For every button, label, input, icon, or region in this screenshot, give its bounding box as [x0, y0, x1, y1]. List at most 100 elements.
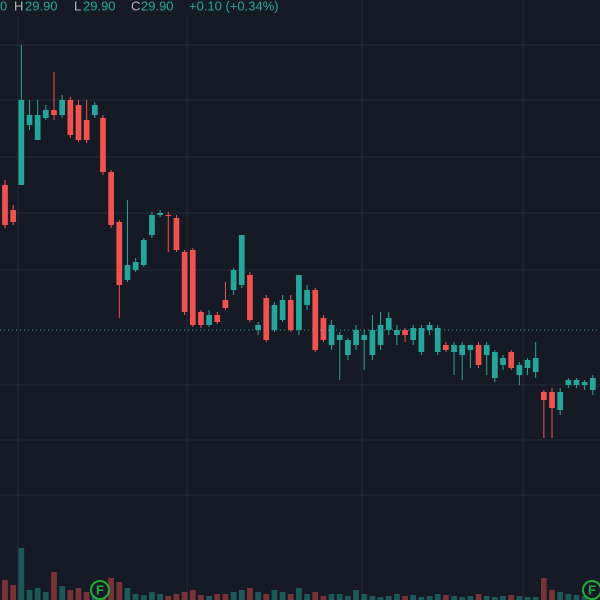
volume-bar — [116, 582, 123, 600]
candle-body — [206, 315, 212, 325]
candle-body — [271, 305, 278, 330]
candle-body — [328, 325, 335, 345]
volume-bar — [369, 596, 376, 600]
volume-bar — [459, 597, 466, 600]
volume-bar — [238, 590, 245, 600]
candle-body — [467, 345, 474, 350]
candle-body — [475, 345, 482, 365]
candle-body — [336, 335, 343, 340]
candle-body — [255, 325, 261, 330]
candle-body — [312, 290, 319, 350]
candle-body — [410, 328, 417, 340]
candle-body — [500, 358, 506, 365]
volume-bar — [296, 588, 302, 600]
candle-body — [247, 275, 253, 320]
volume-bar — [140, 595, 147, 600]
volume-bar — [385, 596, 392, 600]
candle-body — [345, 340, 351, 355]
volume-bar — [157, 594, 163, 600]
candle-body — [173, 218, 180, 250]
volume-bar — [410, 595, 417, 600]
candle-body — [59, 100, 66, 115]
candle-body — [83, 120, 90, 140]
candle-body — [67, 100, 74, 135]
event-marker[interactable]: F — [582, 580, 600, 600]
candle-body — [100, 118, 106, 172]
candle-body — [532, 358, 539, 372]
candle-body — [573, 380, 580, 385]
volume-bar — [532, 597, 539, 600]
candle-body — [377, 325, 384, 345]
volume-bar — [287, 594, 294, 600]
candle-body — [2, 185, 8, 225]
candle-body — [214, 315, 221, 322]
candle-body — [198, 312, 204, 325]
candle-body — [540, 392, 547, 400]
candle-body — [451, 345, 457, 352]
candle-body — [524, 360, 531, 368]
candle-body — [189, 250, 196, 325]
volume-bar — [2, 580, 8, 600]
candle-body — [483, 345, 490, 355]
candle-body — [26, 115, 33, 125]
volume-bar — [508, 595, 515, 600]
candle-body — [492, 352, 498, 378]
candle-body — [557, 392, 564, 410]
volume-bar — [467, 596, 474, 600]
candle-body — [361, 335, 368, 340]
volume-bar — [345, 596, 351, 600]
candle-body — [394, 330, 400, 335]
volume-bar — [336, 594, 343, 600]
close-value: 29.90 — [141, 0, 174, 13]
candle-body — [116, 222, 123, 285]
volume-bar — [279, 592, 286, 600]
volume-bar — [26, 590, 33, 600]
volume-bar — [222, 594, 229, 600]
close-label: C — [131, 0, 140, 13]
candle-body — [230, 270, 237, 290]
high-label: H — [14, 0, 23, 13]
volume-bar — [59, 586, 66, 600]
volume-bar — [189, 590, 196, 600]
volume-bar — [247, 588, 253, 600]
candle-body — [296, 275, 302, 330]
event-circle — [90, 580, 110, 600]
volume-bar — [214, 594, 221, 600]
candle-body — [263, 298, 270, 340]
candle-body — [51, 110, 57, 115]
candle-body — [402, 330, 408, 335]
candle-body — [140, 240, 147, 265]
candle-body — [279, 300, 286, 320]
candle-body — [304, 290, 310, 305]
low-label: L — [74, 0, 81, 13]
volume-bar — [149, 592, 155, 600]
header-bg — [0, 0, 300, 16]
volume-bar — [173, 594, 180, 600]
candle-body — [565, 380, 572, 385]
event-circle — [582, 580, 600, 600]
volume-bar — [312, 592, 319, 600]
candle-body — [443, 345, 449, 350]
candle-body — [222, 300, 229, 308]
volume-bar — [67, 590, 74, 600]
candle-body — [181, 252, 188, 312]
volume-bar — [402, 596, 408, 600]
low-value: 29.90 — [83, 0, 116, 13]
volume-bar — [573, 595, 580, 600]
event-marker[interactable]: F — [90, 580, 110, 600]
candle-body — [369, 330, 376, 355]
candle-body — [10, 210, 17, 222]
candle-body — [34, 115, 41, 140]
volume-bar — [83, 592, 90, 600]
volume-bar — [304, 594, 310, 600]
open-value: 0 — [0, 0, 7, 13]
volume-bar — [475, 594, 482, 600]
candle-body — [385, 318, 392, 330]
candle-body — [132, 262, 139, 270]
candle-body — [238, 235, 245, 285]
volume-bar — [483, 596, 490, 600]
volume-bar — [51, 572, 57, 600]
candle-body — [459, 345, 466, 355]
